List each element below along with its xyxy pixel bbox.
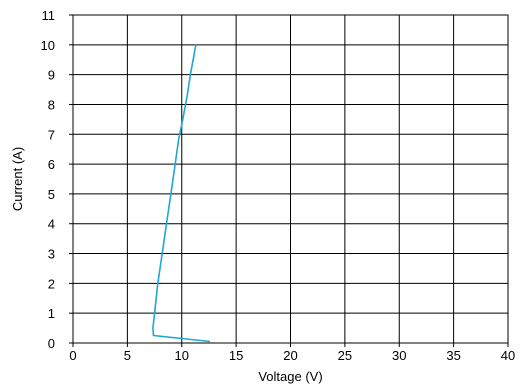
y-tick-label: 2 [48,276,55,291]
y-tick-label: 5 [48,187,55,202]
x-tick-label: 5 [124,348,131,363]
x-tick-label: 15 [229,348,243,363]
x-tick-label: 25 [338,348,352,363]
y-tick-label: 0 [48,336,55,351]
y-tick-label: 11 [42,8,56,23]
y-axis-title: Current (A) [10,147,25,211]
x-tick-label: 40 [501,348,515,363]
gridlines [73,15,508,343]
x-tick-label: 20 [283,348,297,363]
y-tick-label: 10 [41,38,55,53]
y-tick-label: 9 [48,68,55,83]
y-tick-label: 8 [48,97,55,112]
x-tick-labels: 0 5 10 15 20 25 30 35 40 [69,343,515,363]
y-tick-label: 4 [48,217,55,232]
x-axis-title: Voltage (V) [258,369,322,384]
series-line [152,44,211,343]
x-tick-label: 10 [175,348,189,363]
y-tick-label: 7 [48,127,55,142]
y-tick-label: 3 [48,247,55,262]
y-tick-label: 6 [48,157,55,172]
y-tick-labels: 0 1 2 3 4 5 6 7 8 9 10 11 [41,8,73,351]
y-tick-label: 1 [48,306,55,321]
series-group [152,44,211,343]
x-tick-label: 30 [392,348,406,363]
x-tick-label: 35 [446,348,460,363]
x-tick-label: 0 [69,348,76,363]
